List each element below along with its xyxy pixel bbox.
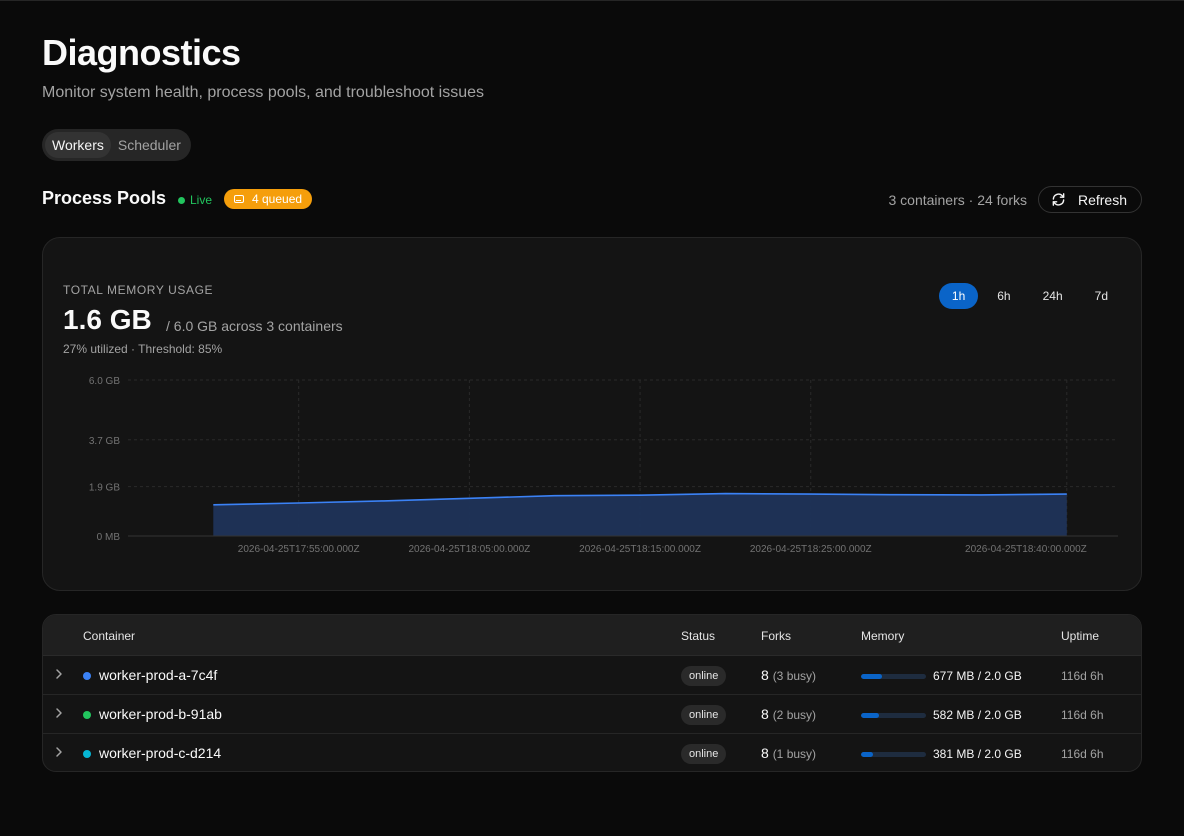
container-name: worker-prod-a-7c4f xyxy=(99,667,218,683)
status-badge: online xyxy=(681,666,727,686)
top-border xyxy=(0,0,1184,1)
x-tick-label: 2026-04-25T17:55:00.000Z xyxy=(238,544,360,555)
uptime: 116d 6h xyxy=(1061,747,1104,761)
range-1h[interactable]: 1h xyxy=(938,283,979,309)
chevron-right-icon[interactable] xyxy=(55,707,67,721)
forks-count: 8 xyxy=(761,706,769,722)
section-title: Process Pools xyxy=(42,188,167,208)
range-24h[interactable]: 24h xyxy=(1042,289,1063,303)
header-container: Container xyxy=(83,629,136,643)
status-badge: online xyxy=(681,744,727,764)
memory-utilization: 27% utilized · Threshold: 85% xyxy=(63,342,223,356)
containers-table: Container Status Forks Memory Uptime wor… xyxy=(42,614,1142,772)
y-tick-label: 1.9 GB xyxy=(89,483,120,494)
header-memory: Memory xyxy=(861,629,905,643)
process-pools-header: Process Pools Live 4 queued 3 containers… xyxy=(42,186,1142,213)
range-6h[interactable]: 6h xyxy=(997,289,1011,303)
forks-count: 8 xyxy=(761,745,769,761)
table-row[interactable]: worker-prod-a-7c4f online 8 (3 busy) 677… xyxy=(43,656,1141,695)
chevron-right-icon[interactable] xyxy=(55,746,67,760)
memory-bar-fill xyxy=(861,752,874,757)
memory-bar xyxy=(861,713,926,718)
live-dot-icon xyxy=(178,196,185,204)
page-subtitle: Monitor system health, process pools, an… xyxy=(42,84,485,101)
memory-chart: 0 MB 1.9 GB 3.7 GB 6.0 GB 2026-04-25T17:55:0… xyxy=(89,376,1118,555)
memory-line xyxy=(213,492,1067,506)
y-tick-label: 0 MB xyxy=(97,532,121,543)
memory-usage-card: TOTAL MEMORY USAGE 1.6 GB / 6.0 GB acros… xyxy=(42,237,1142,591)
memory-text: 582 MB / 2.0 GB xyxy=(933,708,1022,722)
live-label: Live xyxy=(190,193,213,207)
container-name: worker-prod-b-91ab xyxy=(99,706,222,722)
memory-bar-fill xyxy=(861,674,883,679)
header-uptime: Uptime xyxy=(1061,629,1100,643)
forks-busy: (2 busy) xyxy=(772,708,817,722)
forks-busy: (1 busy) xyxy=(772,747,817,761)
forks-count: 8 xyxy=(761,667,769,683)
time-range-selector: 1h 6h 24h 7d xyxy=(938,283,1121,309)
status-badge: online xyxy=(681,705,727,725)
pool-summary: 3 containers · 24 forks xyxy=(888,192,1027,208)
container-name: worker-prod-c-d214 xyxy=(99,745,222,761)
memory-value: 1.6 GB xyxy=(63,304,152,335)
x-tick-label: 2026-04-25T18:15:00.000Z xyxy=(579,544,701,555)
memory-bar xyxy=(861,752,926,757)
tab-scheduler[interactable]: Scheduler xyxy=(117,137,181,153)
table-row[interactable]: worker-prod-b-91ab online 8 (2 busy) 582… xyxy=(43,695,1141,734)
refresh-button[interactable]: Refresh xyxy=(1037,186,1142,213)
forks-cell: 8 (2 busy) xyxy=(761,706,816,722)
header-status: Status xyxy=(681,629,716,643)
container-dot xyxy=(83,711,91,719)
tab-workers[interactable]: Workers xyxy=(45,132,111,158)
refresh-icon xyxy=(1051,192,1066,207)
table-row[interactable]: worker-prod-c-d214 online 8 (1 busy) 381… xyxy=(43,734,1141,771)
memory-label: TOTAL MEMORY USAGE xyxy=(63,283,214,297)
x-tick-label: 2026-04-25T18:25:00.000Z xyxy=(750,544,872,555)
forks-cell: 8 (3 busy) xyxy=(761,667,816,683)
queued-label: 4 queued xyxy=(252,192,303,206)
x-tick-label: 2026-04-25T18:05:00.000Z xyxy=(408,544,530,555)
refresh-label: Refresh xyxy=(1077,191,1127,208)
x-tick-label: 2026-04-25T18:40:00.000Z xyxy=(965,544,1087,555)
range-7d[interactable]: 7d xyxy=(1094,289,1108,303)
page-title: Diagnostics xyxy=(42,32,241,73)
container-dot xyxy=(83,672,91,680)
inbox-icon xyxy=(234,195,244,203)
forks-cell: 8 (1 busy) xyxy=(761,745,816,761)
live-indicator: Live xyxy=(178,193,212,207)
queued-badge: 4 queued xyxy=(224,189,313,209)
view-tabs: Workers Scheduler xyxy=(42,129,191,161)
memory-text: 381 MB / 2.0 GB xyxy=(933,747,1022,761)
container-dot xyxy=(83,750,91,758)
chevron-right-icon[interactable] xyxy=(55,668,67,682)
memory-text: 677 MB / 2.0 GB xyxy=(933,669,1022,683)
memory-area xyxy=(213,493,1067,536)
table-header: Container Status Forks Memory Uptime xyxy=(43,615,1141,656)
y-tick-label: 3.7 GB xyxy=(89,436,120,447)
memory-bar xyxy=(861,674,926,679)
memory-capacity: / 6.0 GB across 3 containers xyxy=(166,318,343,334)
header-forks: Forks xyxy=(761,629,791,643)
uptime: 116d 6h xyxy=(1061,708,1104,722)
forks-busy: (3 busy) xyxy=(772,669,817,683)
uptime: 116d 6h xyxy=(1061,669,1104,683)
y-tick-label: 6.0 GB xyxy=(89,376,120,387)
memory-bar-fill xyxy=(861,713,880,718)
